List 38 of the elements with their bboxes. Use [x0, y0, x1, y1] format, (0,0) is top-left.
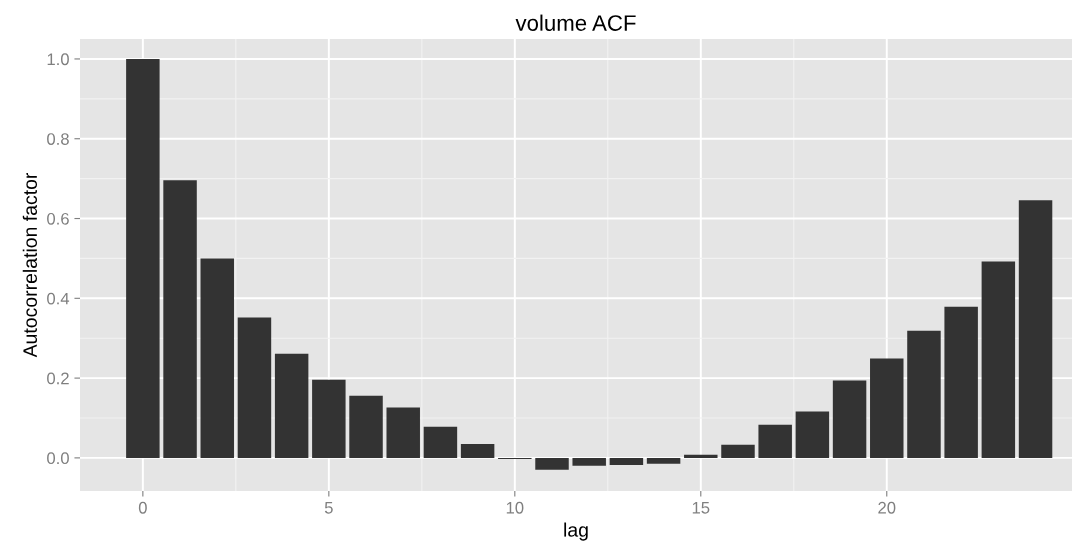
- bar: [163, 180, 197, 458]
- y-tick-label: 0.4: [47, 292, 70, 305]
- chart-title: volume ACF: [515, 14, 636, 31]
- y-tick-label: 0.6: [47, 212, 69, 225]
- bar: [349, 395, 383, 458]
- bar: [795, 411, 830, 458]
- y-tick-label: 0.0: [47, 452, 69, 465]
- y-axis-title: Autocorrelation factor: [22, 172, 38, 358]
- bar: [609, 457, 644, 466]
- bar: [312, 379, 346, 458]
- bar: [1018, 200, 1053, 458]
- bar: [572, 457, 606, 466]
- bar: [758, 424, 792, 458]
- bar: [721, 444, 755, 458]
- bar: [907, 330, 941, 458]
- bar: [535, 457, 569, 470]
- bar: [944, 306, 978, 458]
- bar: [460, 443, 495, 458]
- bar: [870, 358, 904, 458]
- bar: [237, 317, 272, 458]
- y-tick-label: 1.0: [47, 53, 69, 66]
- x-tick-label: 15: [692, 502, 710, 514]
- bar: [423, 426, 458, 458]
- bar: [684, 454, 718, 458]
- bar: [126, 58, 160, 458]
- x-tick-label: 10: [506, 501, 524, 514]
- x-tick-label: 5: [324, 502, 333, 514]
- bar: [274, 353, 309, 458]
- bar: [386, 407, 420, 458]
- bar: [832, 380, 867, 458]
- bar: [200, 258, 234, 458]
- bar: [646, 457, 681, 464]
- y-tick-label: 0.8: [47, 133, 69, 145]
- y-tick-label: 0.2: [47, 372, 69, 385]
- x-axis-title: lag: [564, 522, 588, 541]
- bar: [981, 261, 1016, 458]
- x-tick-label: 20: [878, 501, 896, 514]
- x-tick-label: 0: [138, 501, 147, 514]
